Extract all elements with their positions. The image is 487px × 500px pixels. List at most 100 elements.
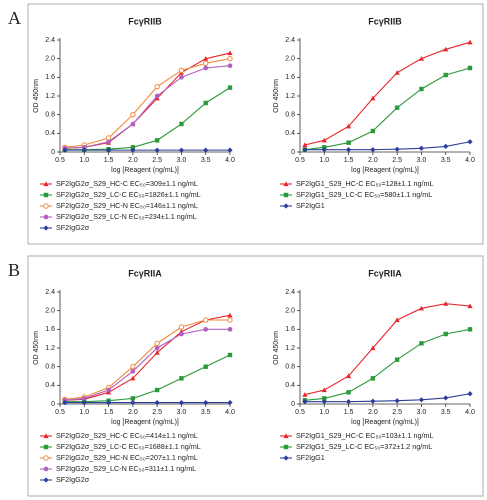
- series-line: [64, 314, 231, 401]
- series-line: [64, 87, 231, 151]
- y-tick-label: 0: [291, 149, 295, 156]
- legend-marker: [43, 214, 49, 220]
- y-tick-label: 2.0: [45, 56, 55, 63]
- data-point: [203, 326, 209, 332]
- y-tick-label: 0.8: [45, 364, 55, 371]
- y-tick-label: 1.2: [285, 345, 295, 352]
- x-tick-label: 1.5: [104, 157, 114, 164]
- data-point: [467, 391, 473, 397]
- data-point: [203, 60, 209, 67]
- legend-label: SF2IgG2σ_S29_HC-N EC₅₀=207±1.1 ng/mL: [56, 453, 198, 462]
- data-point: [394, 317, 400, 323]
- data-point: [203, 364, 208, 369]
- x-tick-label: 1.5: [344, 157, 354, 164]
- y-axis-label: OD 450nm: [273, 331, 280, 365]
- legend-marker: [43, 181, 49, 187]
- legend-label: SF2IgG2σ: [56, 223, 90, 232]
- data-point: [81, 147, 87, 153]
- chart-title: FcγRIIB: [368, 16, 402, 26]
- y-tick-label: 2.4: [285, 289, 295, 296]
- legend-marker: [43, 466, 49, 472]
- data-point: [178, 324, 185, 330]
- data-point: [178, 147, 185, 153]
- y-tick-label: 0: [291, 401, 295, 408]
- x-tick-label: 3.5: [441, 157, 451, 164]
- y-tick-label: 0.8: [285, 364, 295, 371]
- data-point: [203, 147, 209, 153]
- data-point: [346, 390, 351, 395]
- data-point: [154, 147, 160, 153]
- legend-label: SF2IgG1_S29_HC-C EC₅₀=103±1.1 ng/mL: [296, 431, 433, 440]
- data-point: [203, 400, 209, 406]
- legend-label: SF2IgG2σ: [56, 475, 90, 484]
- data-point: [418, 397, 425, 403]
- data-point: [321, 147, 327, 153]
- y-axis-label: OD 450nm: [33, 331, 40, 365]
- series-line: [64, 319, 230, 400]
- x-tick-label: 3.5: [441, 409, 451, 416]
- y-tick-label: 2.4: [285, 37, 295, 44]
- data-point: [467, 39, 473, 45]
- data-point: [106, 139, 111, 145]
- data-point: [418, 305, 425, 311]
- data-point: [302, 392, 308, 397]
- y-tick-label: 1.2: [45, 93, 55, 100]
- x-axis-label: log [Reagent (ng/mL)]: [351, 419, 419, 426]
- data-point: [130, 375, 136, 381]
- y-tick-label: 0: [51, 401, 55, 408]
- y-tick-label: 0.4: [45, 382, 55, 389]
- legend-marker: [283, 444, 289, 450]
- y-tick-label: 2.0: [285, 56, 295, 63]
- legend-label: SF2IgG2σ_S29_LC-C EC₅₀=1826±1.1 ng/mL: [56, 190, 201, 199]
- data-point: [345, 123, 352, 129]
- panel-label: B: [8, 260, 20, 280]
- legend-marker: [43, 192, 49, 198]
- series-line: [64, 354, 231, 403]
- x-tick-label: 3.5: [201, 409, 211, 416]
- y-tick-label: 0.4: [45, 130, 55, 137]
- legend-label: SF2IgG2σ_S29_HC-C EC₅₀=309±1.1 ng/mL: [56, 179, 198, 188]
- x-tick-label: 1.0: [319, 157, 329, 164]
- data-point: [179, 331, 184, 337]
- y-tick-label: 0.8: [45, 112, 55, 119]
- data-point: [130, 400, 136, 406]
- x-tick-label: 3.0: [177, 409, 187, 416]
- data-point: [154, 400, 160, 406]
- x-axis-label: log [Reagent (ng/mL)]: [351, 167, 419, 174]
- x-tick-label: 4.0: [465, 409, 475, 416]
- data-point: [419, 341, 424, 346]
- x-tick-label: 1.0: [319, 409, 329, 416]
- data-point: [321, 399, 327, 405]
- data-point: [370, 398, 376, 404]
- legend-marker: [43, 444, 49, 450]
- legend-label: SF2IgG2σ_S29_HC-N EC₅₀=146±1.1 ng/mL: [56, 201, 198, 210]
- data-point: [443, 72, 448, 78]
- legend-marker: [43, 455, 49, 461]
- x-tick-label: 2.0: [368, 409, 378, 416]
- data-point: [178, 67, 185, 74]
- data-point: [105, 400, 112, 406]
- legend-label: SF2IgG1: [296, 201, 325, 210]
- legend-marker: [43, 477, 49, 483]
- panel-frame: [27, 3, 484, 245]
- x-tick-label: 0.5: [55, 409, 65, 416]
- data-point: [322, 396, 327, 401]
- data-point: [81, 400, 87, 406]
- x-tick-label: 3.0: [417, 409, 427, 416]
- legend-marker: [43, 225, 49, 231]
- data-point: [178, 400, 185, 406]
- data-point: [227, 147, 233, 153]
- data-point: [227, 63, 233, 69]
- y-tick-label: 1.6: [285, 74, 295, 81]
- data-point: [130, 145, 136, 150]
- data-point: [418, 56, 425, 61]
- series-line: [304, 41, 471, 146]
- data-point: [179, 74, 184, 80]
- data-point: [321, 137, 327, 143]
- series-line: [304, 393, 471, 403]
- y-tick-label: 2.4: [45, 289, 55, 296]
- series-line: [64, 58, 231, 148]
- series-line: [304, 141, 471, 151]
- x-tick-label: 1.5: [344, 409, 354, 416]
- data-point: [81, 144, 87, 150]
